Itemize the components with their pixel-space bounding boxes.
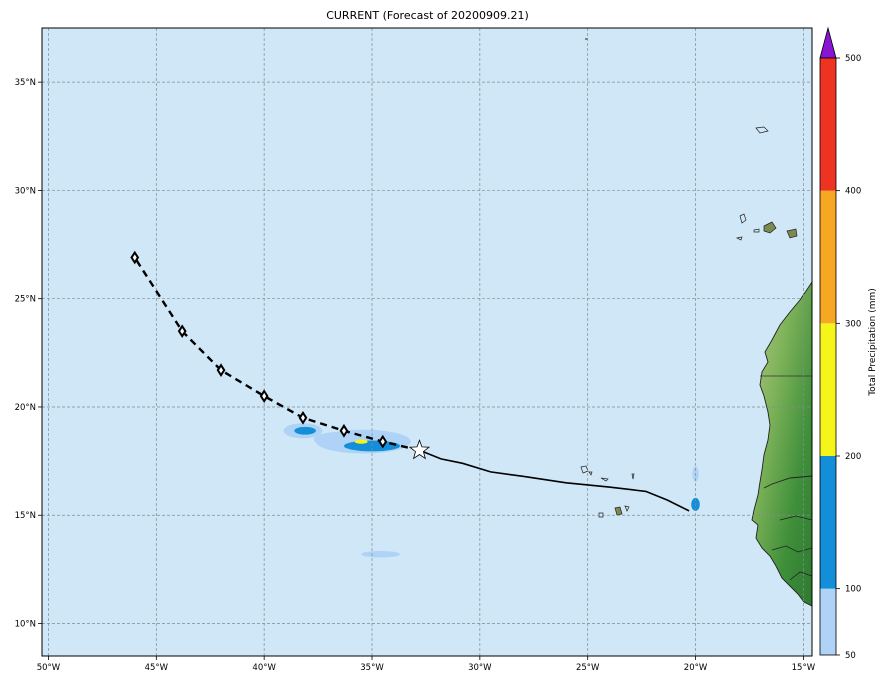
forecast-position-marker-icon — [339, 423, 349, 438]
forecast-position-marker-icon — [130, 250, 140, 265]
country-border — [789, 571, 812, 581]
precipitation-area — [294, 426, 316, 435]
precipitation-area — [354, 439, 368, 444]
madeira-island — [755, 126, 769, 134]
map-area — [42, 28, 812, 656]
country-border — [763, 475, 812, 489]
map-frame — [41, 27, 813, 657]
colorbar-tick-label: 100 — [845, 585, 861, 595]
colorbar-bin — [820, 588, 836, 655]
x-tick-label: 30°W — [468, 663, 492, 673]
west-africa-coastline — [751, 281, 812, 607]
map-title: CURRENT (Forecast of 20200909.21) — [326, 9, 529, 22]
colorbar-bins — [820, 58, 836, 655]
colorbar-extend-triangle — [819, 26, 837, 59]
colorbar-frame — [819, 57, 837, 656]
storm-track — [130, 250, 690, 512]
past-track-line — [419, 449, 690, 512]
colorbar-bin — [820, 456, 836, 589]
map-gridlines — [42, 28, 812, 656]
x-tick-label: 20°W — [684, 663, 708, 673]
precipitation-area — [361, 550, 401, 558]
colorbar-tick-label: 200 — [845, 452, 861, 462]
colorbar-bin — [820, 190, 836, 324]
colorbar-label: Total Precipitation (mm) — [868, 288, 878, 397]
colorbar-tick-label: 300 — [845, 319, 861, 329]
y-tick-label: 25°N — [15, 295, 36, 305]
x-tick-label: 45°W — [145, 663, 169, 673]
x-tick-label: 25°W — [576, 663, 600, 673]
ocean-background — [42, 28, 812, 656]
y-tick-label: 15°N — [15, 511, 36, 521]
country-border — [771, 545, 812, 553]
forecast-position-marker-icon — [298, 410, 308, 425]
precipitation-layer — [283, 423, 700, 558]
y-tick-label: 10°N — [15, 620, 36, 630]
colorbar-bin — [820, 58, 836, 191]
canary-islands — [735, 213, 798, 241]
current-position-star-icon — [408, 439, 431, 460]
colorbar-ticks: 50 100 200 300 400 500 — [836, 54, 861, 661]
colorbar-tick-label: 50 — [845, 651, 856, 661]
y-tick-label: 35°N — [15, 78, 36, 88]
x-tick-label: 35°W — [360, 663, 384, 673]
forecast-position-marker-icon — [259, 389, 269, 403]
forecast-position-marker-icon — [378, 434, 388, 449]
country-border — [779, 515, 812, 521]
forecast-position-marker-icon — [177, 324, 187, 339]
forecast-position-markers — [130, 250, 388, 449]
x-tick-label: 50°W — [37, 663, 61, 673]
x-tick-label: 40°W — [252, 663, 276, 673]
colorbar-tick-label: 400 — [845, 187, 861, 197]
y-tick-label: 20°N — [15, 403, 36, 413]
cape-verde-islands — [580, 465, 635, 518]
x-tick-label: 15°W — [792, 663, 816, 673]
colorbar-tick-label: 500 — [845, 54, 861, 64]
precipitation-colorbar: 50 100 200 300 400 500 Total Precipitation (m… — [819, 26, 878, 661]
forecast-position-marker-icon — [216, 363, 226, 378]
y-tick-label: 30°N — [15, 186, 36, 196]
colorbar-bin — [820, 323, 836, 456]
axis-ticks: 50°W 45°W 40°W 35°W 30°W 25°W 20°W 15°W 10°N 15°N… — [15, 78, 816, 673]
